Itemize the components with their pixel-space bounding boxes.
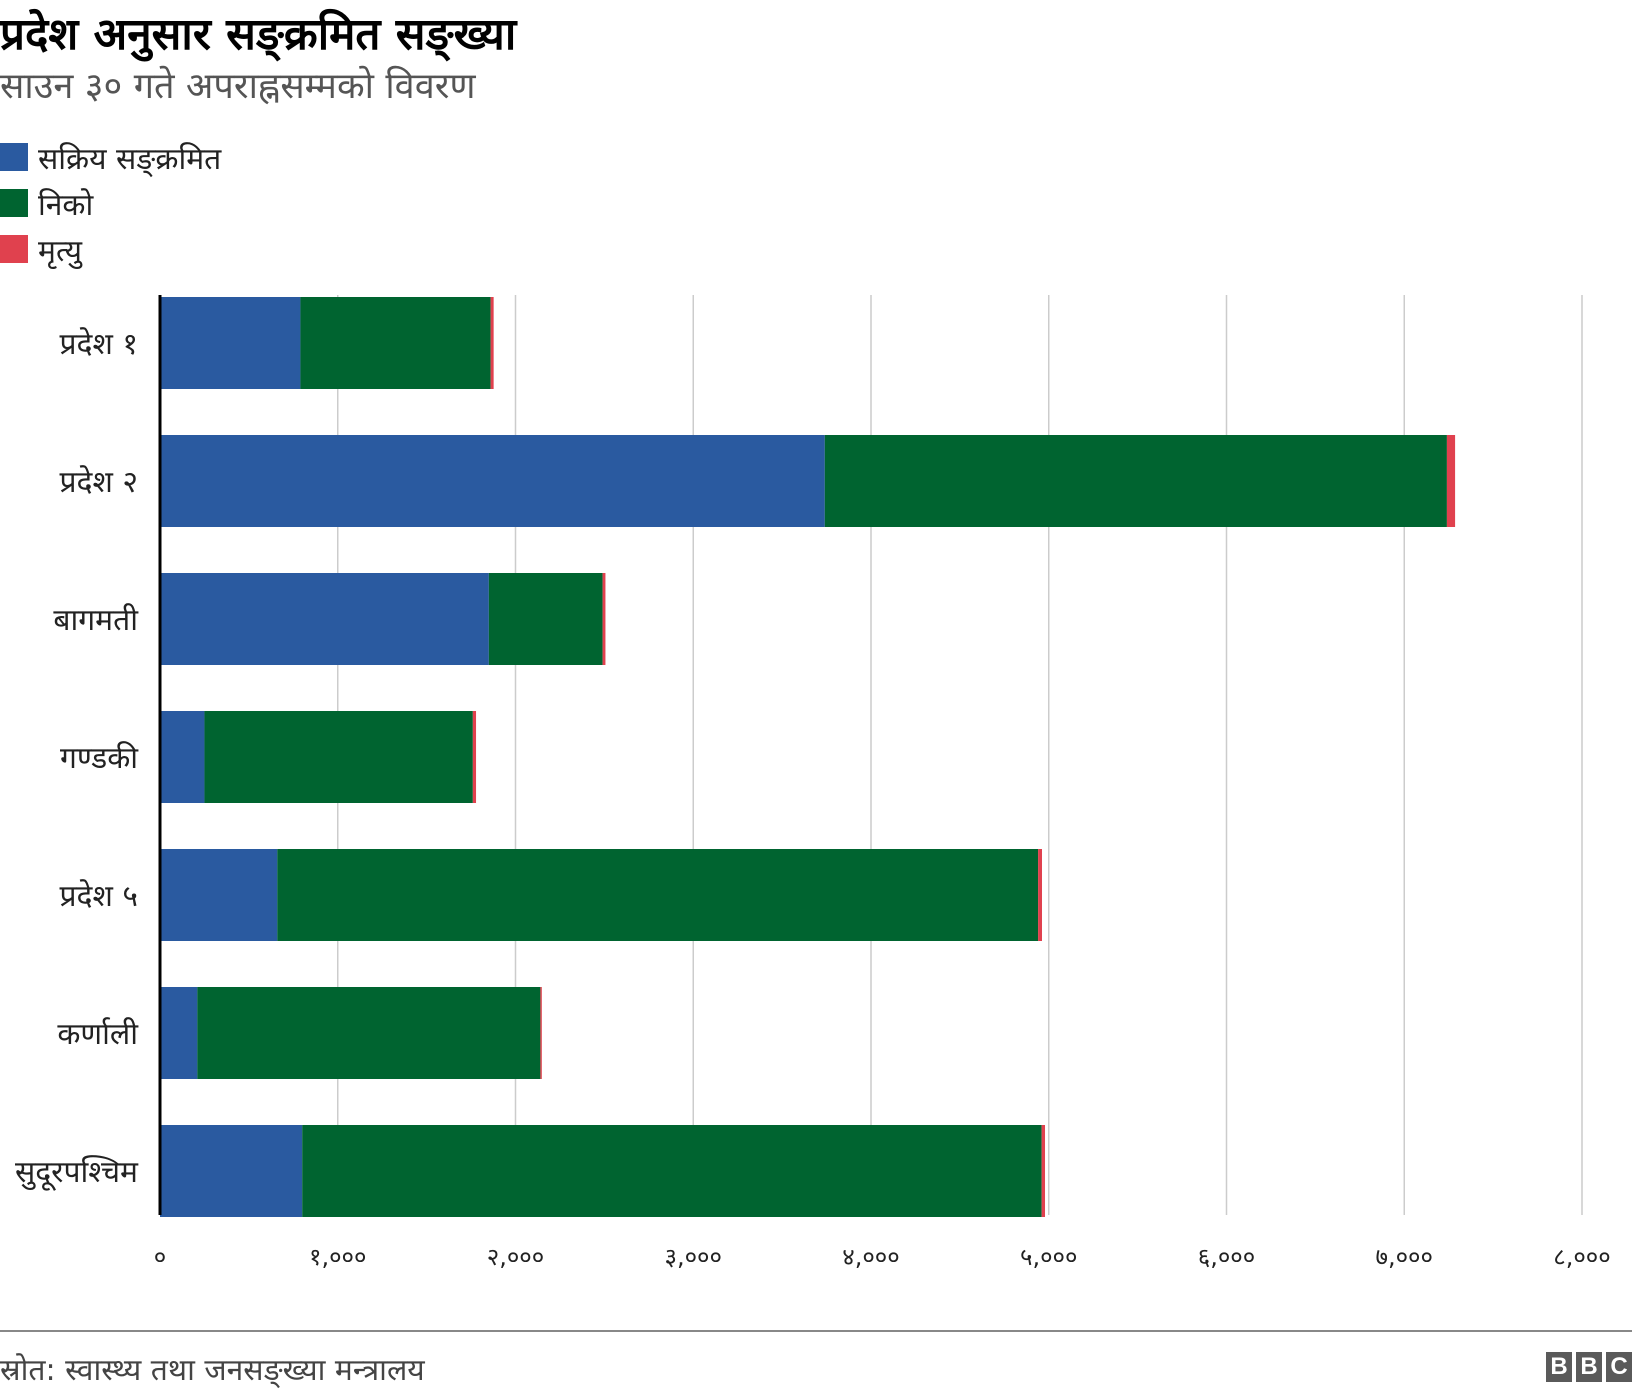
- category-label-2: बागमती: [53, 603, 139, 638]
- bar-segment-2-2: [602, 573, 606, 665]
- bar-segment-1-2: [1446, 435, 1456, 527]
- category-labels: प्रदेश १ प्रदेश २ बागमती गण्डकी प्रदेश ५ कर्ण…: [15, 327, 139, 1191]
- bar-segment-6-0: [160, 1125, 303, 1217]
- bar-segment-0-2: [490, 297, 494, 389]
- bar-segment-0-0: [160, 297, 301, 389]
- x-tick-label-8: ८,०००: [1553, 1243, 1611, 1271]
- chart-title: प्रदेश अनुसार सङ्क्रमित सङ्ख्या: [0, 9, 517, 60]
- legend-label-active: सक्रिय सङ्क्रमित: [38, 141, 222, 177]
- logo-letter-b2: B: [1576, 1352, 1602, 1382]
- footer-divider: [0, 1330, 1632, 1332]
- bar-segment-6-1: [302, 1125, 1042, 1217]
- chart-subtitle: साउन ३० गते अपराह्नसम्मको विवरण: [0, 66, 476, 107]
- category-label-6: सुदूरपश्चिम: [15, 1155, 139, 1191]
- bar-segment-5-1: [197, 987, 541, 1079]
- bar-layer: [160, 297, 1456, 1217]
- x-axis-ticks: ० १,००० २,००० ३,००० ४,००० ५,००० ६,००० ७,००० ८,००…: [154, 1243, 1611, 1271]
- legend-label-recovered: निको: [38, 187, 94, 223]
- x-tick-label-1: १,०००: [309, 1243, 367, 1271]
- legend-swatch-deaths: [0, 235, 28, 263]
- x-tick-label-7: ७,०००: [1375, 1243, 1433, 1271]
- bar-segment-4-1: [277, 849, 1039, 941]
- legend-swatch-active: [0, 143, 28, 171]
- bar-segment-2-1: [488, 573, 603, 665]
- legend-item-recovered: निको: [0, 180, 221, 226]
- logo-letter-c: C: [1606, 1352, 1632, 1382]
- legend-item-deaths: मृत्यु: [0, 226, 221, 272]
- x-tick-label-6: ६,०००: [1198, 1243, 1256, 1271]
- bar-segment-4-2: [1038, 849, 1042, 941]
- bar-segment-5-2: [540, 987, 542, 1079]
- bar-segment-1-1: [824, 435, 1447, 527]
- category-label-0: प्रदेश १: [59, 327, 138, 362]
- x-tick-label-5: ५,०००: [1020, 1243, 1078, 1271]
- bar-segment-3-2: [472, 711, 477, 803]
- bbc-logo: B B C: [1546, 1352, 1632, 1382]
- bar-chart: प्रदेश १ प्रदेश २ बागमती गण्डकी प्रदेश ५ कर्ण…: [15, 295, 1611, 1271]
- x-tick-label-3: ३,०००: [664, 1243, 722, 1271]
- category-label-5: कर्णाली: [57, 1017, 139, 1052]
- bar-segment-2-0: [160, 573, 489, 665]
- category-label-1: प्रदेश २: [59, 465, 138, 500]
- bar-segment-5-0: [160, 987, 198, 1079]
- x-tick-label-4: ४,०००: [842, 1243, 900, 1271]
- legend: सक्रिय सङ्क्रमित निको मृत्यु: [0, 134, 221, 272]
- category-label-4: प्रदेश ५: [59, 879, 138, 914]
- source-note: स्रोत: स्वास्थ्य तथा जनसङ्ख्या मन्त्रालय: [0, 1353, 425, 1388]
- legend-label-deaths: मृत्यु: [38, 233, 83, 269]
- bar-segment-0-1: [300, 297, 491, 389]
- legend-swatch-recovered: [0, 189, 28, 217]
- category-label-3: गण्डकी: [60, 741, 139, 776]
- bar-segment-1-0: [160, 435, 825, 527]
- bar-segment-3-0: [160, 711, 205, 803]
- x-tick-label-0: ०: [154, 1243, 166, 1271]
- bar-segment-6-2: [1041, 1125, 1046, 1217]
- bar-segment-4-0: [160, 849, 278, 941]
- legend-item-active: सक्रिय सङ्क्रमित: [0, 134, 221, 180]
- bar-segment-3-1: [204, 711, 473, 803]
- x-tick-label-2: २,०००: [487, 1243, 545, 1271]
- logo-letter-b1: B: [1546, 1352, 1572, 1382]
